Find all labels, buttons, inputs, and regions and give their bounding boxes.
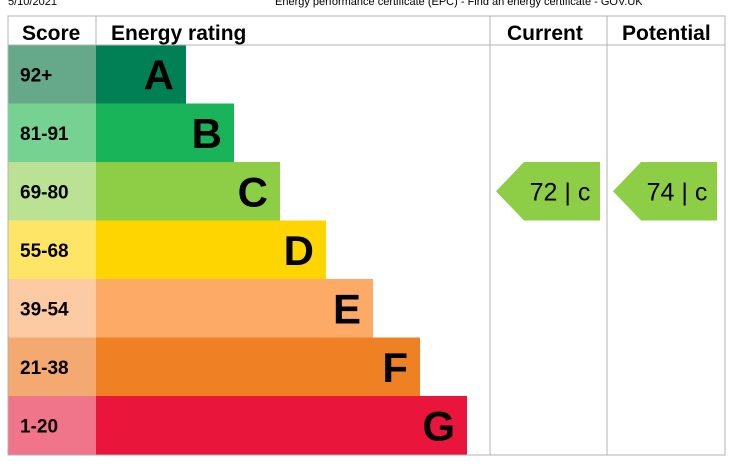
header-energy-rating: Energy rating bbox=[111, 22, 246, 45]
score-cell-F bbox=[8, 337, 96, 397]
score-label-B: 81-91 bbox=[20, 124, 69, 145]
score-cell-G bbox=[8, 396, 96, 455]
score-label-C: 69-80 bbox=[20, 182, 69, 203]
band-bar-G bbox=[96, 396, 467, 455]
score-cell-A bbox=[8, 45, 96, 104]
band-bar-F bbox=[96, 337, 420, 397]
score-label-A: 92+ bbox=[20, 65, 52, 86]
score-cell-C bbox=[8, 162, 96, 221]
header-potential: Potential bbox=[622, 22, 711, 45]
band-letter-E: E bbox=[333, 285, 361, 332]
band-bar-B bbox=[96, 103, 234, 163]
table-border bbox=[7, 15, 726, 456]
band-letter-F: F bbox=[382, 344, 408, 391]
score-label-E: 39-54 bbox=[20, 299, 69, 320]
header-current: Current bbox=[507, 22, 583, 45]
score-label-F: 21-38 bbox=[20, 358, 69, 379]
score-cell-B bbox=[8, 103, 96, 163]
header-score: Score bbox=[22, 22, 80, 45]
band-letter-A: A bbox=[144, 51, 174, 98]
band-bar-A bbox=[96, 45, 186, 104]
potential-arrow bbox=[613, 162, 717, 221]
band-letter-C: C bbox=[238, 168, 268, 215]
current-rating-label: 72 | c bbox=[530, 178, 591, 206]
band-bar-D bbox=[96, 220, 326, 280]
print-date: 5/10/2021 bbox=[8, 0, 57, 8]
score-cell-E bbox=[8, 279, 96, 338]
band-bar-C bbox=[96, 162, 280, 221]
band-bar-E bbox=[96, 279, 373, 338]
band-letter-G: G bbox=[422, 402, 455, 449]
current-arrow bbox=[496, 162, 600, 221]
score-cell-D bbox=[8, 220, 96, 280]
score-label-D: 55-68 bbox=[20, 241, 69, 262]
potential-rating-label: 74 | c bbox=[647, 178, 708, 206]
band-letter-D: D bbox=[284, 227, 314, 274]
band-letter-B: B bbox=[192, 110, 222, 157]
score-label-G: 1-20 bbox=[20, 416, 58, 437]
print-title: Energy performance certificate (EPC) - F… bbox=[275, 0, 643, 8]
